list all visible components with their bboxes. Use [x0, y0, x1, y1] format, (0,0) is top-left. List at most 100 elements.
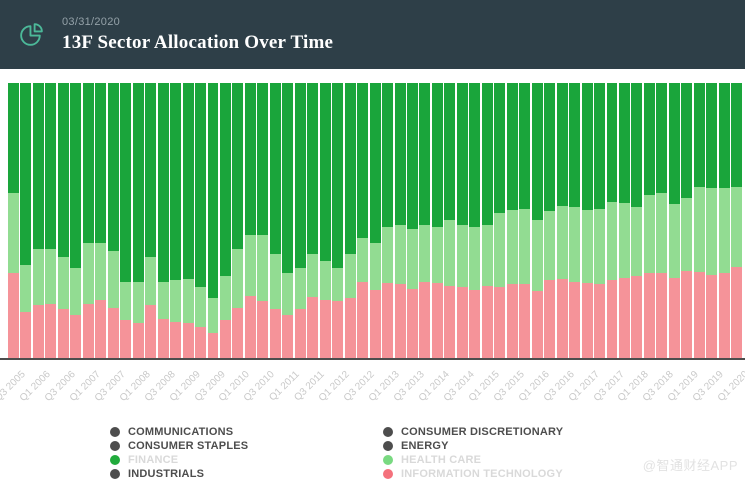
segment-information-technology[interactable]: [618, 277, 630, 359]
segment-health-care[interactable]: [494, 212, 506, 288]
segment-health-care[interactable]: [344, 254, 356, 299]
segment-information-technology[interactable]: [681, 270, 693, 359]
segment-information-technology[interactable]: [319, 299, 331, 359]
segment-health-care[interactable]: [357, 237, 369, 282]
segment-information-technology[interactable]: [469, 289, 481, 359]
legend-item-consumer-staples[interactable]: CONSUMER STAPLES: [110, 439, 248, 453]
segment-health-care[interactable]: [307, 254, 319, 297]
segment-finance[interactable]: [195, 83, 206, 288]
segment-health-care[interactable]: [556, 205, 568, 279]
segment-information-technology[interactable]: [456, 287, 468, 359]
segment-information-technology[interactable]: [431, 283, 443, 359]
segment-health-care[interactable]: [82, 243, 94, 304]
legend-item-industrials[interactable]: INDUSTRIALS: [110, 467, 248, 481]
segment-health-care[interactable]: [431, 226, 443, 284]
segment-information-technology[interactable]: [132, 323, 144, 359]
segment-health-care[interactable]: [606, 201, 618, 281]
segment-finance[interactable]: [569, 83, 581, 208]
segment-information-technology[interactable]: [257, 301, 269, 359]
segment-information-technology[interactable]: [693, 272, 705, 359]
segment-health-care[interactable]: [419, 225, 431, 282]
segment-information-technology[interactable]: [481, 285, 493, 359]
segment-information-technology[interactable]: [581, 283, 593, 359]
segment-finance[interactable]: [407, 83, 418, 230]
segment-information-technology[interactable]: [357, 281, 369, 359]
segment-information-technology[interactable]: [519, 284, 531, 359]
segment-health-care[interactable]: [594, 208, 605, 285]
segment-information-technology[interactable]: [556, 278, 568, 359]
segment-finance[interactable]: [107, 83, 119, 252]
segment-finance[interactable]: [357, 83, 369, 238]
segment-finance[interactable]: [643, 83, 655, 195]
segment-information-technology[interactable]: [294, 309, 306, 359]
segment-finance[interactable]: [219, 83, 231, 277]
segment-health-care[interactable]: [681, 197, 693, 271]
segment-information-technology[interactable]: [706, 274, 718, 359]
segment-information-technology[interactable]: [282, 314, 294, 359]
segment-health-care[interactable]: [506, 209, 518, 285]
segment-finance[interactable]: [531, 83, 543, 220]
segment-finance[interactable]: [257, 83, 269, 235]
segment-information-technology[interactable]: [95, 299, 107, 359]
segment-information-technology[interactable]: [643, 273, 655, 359]
segment-health-care[interactable]: [207, 298, 219, 333]
segment-finance[interactable]: [319, 83, 331, 262]
segment-finance[interactable]: [8, 83, 19, 194]
segment-finance[interactable]: [369, 83, 381, 244]
legend-item-information-technology[interactable]: INFORMATION TECHNOLOGY: [383, 467, 563, 481]
segment-finance[interactable]: [456, 83, 468, 226]
segment-finance[interactable]: [431, 83, 443, 227]
segment-finance[interactable]: [419, 83, 431, 226]
legend-item-health-care[interactable]: HEALTH CARE: [383, 453, 563, 467]
segment-finance[interactable]: [706, 83, 718, 188]
segment-information-technology[interactable]: [219, 320, 231, 359]
segment-health-care[interactable]: [706, 187, 718, 275]
segment-information-technology[interactable]: [731, 266, 743, 359]
segment-health-care[interactable]: [219, 276, 231, 321]
segment-health-care[interactable]: [8, 193, 19, 274]
segment-information-technology[interactable]: [606, 280, 618, 359]
segment-finance[interactable]: [170, 83, 182, 281]
segment-health-care[interactable]: [182, 278, 194, 324]
segment-finance[interactable]: [307, 83, 319, 255]
segment-information-technology[interactable]: [120, 320, 132, 359]
segment-information-technology[interactable]: [45, 303, 57, 359]
segment-finance[interactable]: [282, 83, 294, 274]
segment-health-care[interactable]: [294, 267, 306, 310]
segment-information-technology[interactable]: [170, 321, 182, 359]
segment-information-technology[interactable]: [531, 291, 543, 359]
segment-information-technology[interactable]: [32, 305, 44, 359]
segment-finance[interactable]: [294, 83, 306, 268]
segment-finance[interactable]: [594, 83, 605, 209]
segment-information-technology[interactable]: [20, 312, 32, 359]
segment-finance[interactable]: [182, 83, 194, 279]
segment-information-technology[interactable]: [182, 323, 194, 359]
segment-information-technology[interactable]: [332, 301, 344, 359]
segment-finance[interactable]: [544, 83, 556, 212]
segment-finance[interactable]: [120, 83, 132, 282]
segment-information-technology[interactable]: [145, 305, 157, 359]
segment-finance[interactable]: [244, 83, 256, 235]
segment-finance[interactable]: [70, 83, 82, 268]
segment-health-care[interactable]: [120, 281, 132, 321]
segment-health-care[interactable]: [481, 225, 493, 286]
segment-finance[interactable]: [556, 83, 568, 206]
segment-information-technology[interactable]: [569, 281, 581, 359]
segment-information-technology[interactable]: [232, 307, 244, 359]
segment-finance[interactable]: [157, 83, 169, 282]
segment-health-care[interactable]: [544, 211, 556, 281]
segment-finance[interactable]: [681, 83, 693, 198]
segment-finance[interactable]: [232, 83, 244, 249]
segment-health-care[interactable]: [618, 203, 630, 278]
segment-health-care[interactable]: [731, 186, 743, 267]
segment-health-care[interactable]: [531, 219, 543, 292]
segment-finance[interactable]: [132, 83, 144, 282]
segment-health-care[interactable]: [170, 280, 182, 322]
segment-finance[interactable]: [82, 83, 94, 244]
segment-finance[interactable]: [494, 83, 506, 213]
segment-health-care[interactable]: [20, 265, 32, 313]
segment-information-technology[interactable]: [307, 296, 319, 359]
legend-item-communications[interactable]: COMMUNICATIONS: [110, 425, 248, 439]
segment-finance[interactable]: [145, 83, 157, 257]
segment-health-care[interactable]: [456, 225, 468, 288]
